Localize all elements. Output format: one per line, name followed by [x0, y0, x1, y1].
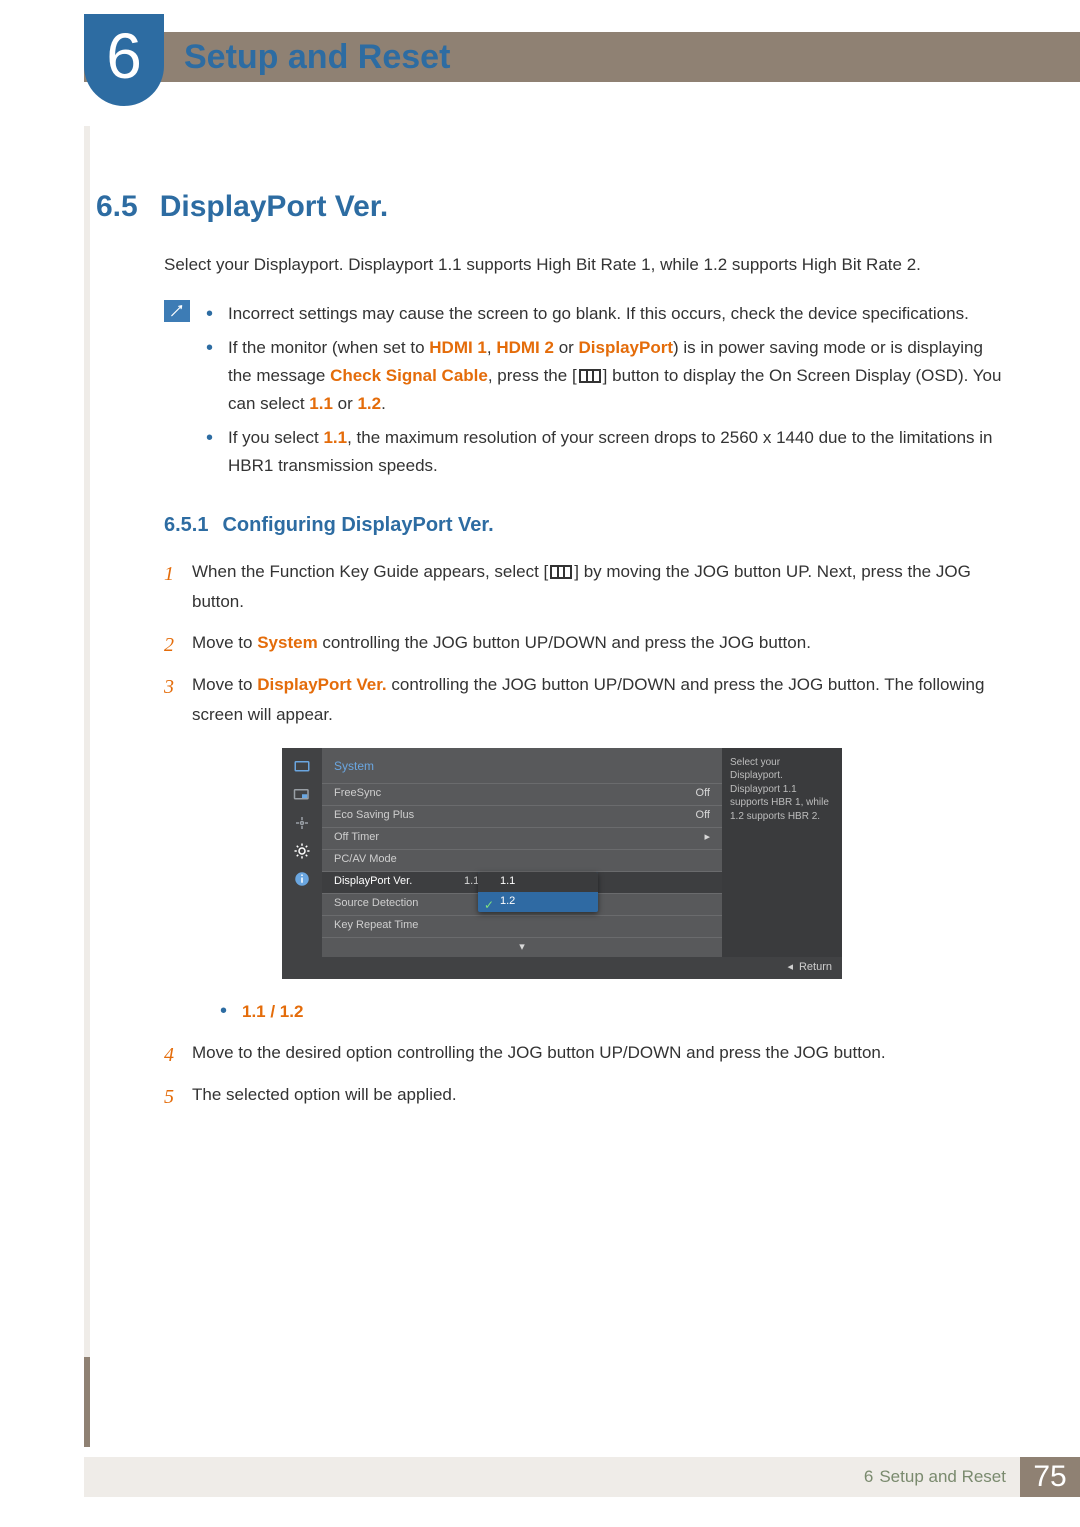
hl: DisplayPort Ver.	[257, 675, 386, 694]
footer-bar: 6 Setup and Reset	[84, 1457, 1020, 1497]
osd-return-label: Return	[799, 958, 832, 977]
hl: System	[257, 633, 317, 652]
pip-icon	[291, 786, 313, 804]
step-text: Move to	[192, 633, 257, 652]
note-text: or	[554, 338, 579, 357]
version-options: 1.1 / 1.2	[220, 997, 1010, 1027]
osd-menu-title: System	[322, 756, 722, 783]
steps-list: 1 When the Function Key Guide appears, s…	[164, 557, 1010, 1110]
step-item: 3 Move to DisplayPort Ver. controlling t…	[164, 670, 1010, 1026]
version-option: 1.1 / 1.2	[220, 997, 1010, 1027]
step-number: 3	[164, 670, 174, 705]
chapter-title: Setup and Reset	[184, 38, 450, 77]
subsection-heading: 6.5.1 Configuring DisplayPort Ver.	[164, 514, 1010, 537]
osd-sidebar	[282, 748, 322, 957]
note-item: If you select 1.1, the maximum resolutio…	[206, 424, 1010, 480]
chevron-down-icon: ▾	[322, 937, 722, 953]
note-text: ,	[487, 338, 496, 357]
info-icon	[291, 870, 313, 888]
hl: 1.1	[309, 394, 333, 413]
picture-icon	[291, 758, 313, 776]
note-text: or	[333, 394, 358, 413]
onscreen-icon	[291, 814, 313, 832]
hl: 1.2	[357, 394, 381, 413]
note-item: If the monitor (when set to HDMI 1, HDMI…	[206, 334, 1010, 418]
step-number: 5	[164, 1080, 174, 1115]
chapter-number: 6	[106, 19, 142, 93]
step-text: When the Function Key Guide appears, sel…	[192, 562, 548, 581]
osd-row: FreeSync Off	[322, 783, 722, 805]
step-text: controlling the JOG button UP/DOWN and p…	[318, 633, 811, 652]
osd-menu: System FreeSync Off Eco Saving Plus Off	[322, 748, 722, 957]
note-block: Incorrect settings may cause the screen …	[164, 300, 1010, 486]
osd-row: Key Repeat Time	[322, 915, 722, 937]
check-icon: ✓	[484, 895, 494, 912]
footer-chapter-title: Setup and Reset	[879, 1467, 1006, 1487]
note-text: If you select	[228, 428, 323, 447]
osd-footer: ◂ Return	[282, 957, 842, 979]
note-text: Incorrect settings may cause the screen …	[228, 304, 969, 323]
system-gear-icon	[291, 842, 313, 860]
hl: DisplayPort	[579, 338, 673, 357]
footer-chapter-num: 6	[864, 1467, 873, 1487]
osd-row-label: FreeSync	[334, 784, 464, 803]
chapter-badge: 6	[84, 14, 164, 106]
hl: Check Signal Cable	[330, 366, 488, 385]
page-footer: 6 Setup and Reset 75	[84, 1457, 1080, 1497]
page-number: 75	[1020, 1457, 1080, 1497]
step-number: 1	[164, 557, 174, 592]
hl: HDMI 2	[496, 338, 554, 357]
osd-row-value: Off	[696, 806, 710, 825]
osd-row: PC/AV Mode	[322, 849, 722, 871]
note-item: Incorrect settings may cause the screen …	[206, 300, 1010, 328]
step-item: 1 When the Function Key Guide appears, s…	[164, 557, 1010, 617]
subsection-title: Configuring DisplayPort Ver.	[222, 514, 493, 537]
chevron-right-icon: ▸	[704, 828, 710, 847]
section-intro: Select your Displayport. Displayport 1.1…	[164, 252, 1010, 278]
osd-row-label: Key Repeat Time	[334, 916, 464, 935]
hl: 1.1	[323, 428, 347, 447]
osd-option-selected: ✓ 1.2	[478, 892, 598, 912]
step-item: 2 Move to System controlling the JOG but…	[164, 628, 1010, 658]
step-item: 5 The selected option will be applied.	[164, 1080, 1010, 1110]
step-number: 4	[164, 1038, 174, 1073]
section-title: DisplayPort Ver.	[160, 190, 388, 224]
osd-row: Off Timer ▸	[322, 827, 722, 849]
step-text: The selected option will be applied.	[192, 1085, 457, 1104]
menu-icon	[550, 565, 572, 579]
osd-window: System FreeSync Off Eco Saving Plus Off	[282, 748, 842, 979]
section-heading: 6.5 DisplayPort Ver.	[96, 190, 1010, 224]
note-icon	[164, 300, 190, 322]
osd-row-value: Off	[696, 784, 710, 803]
osd-dropdown: 1.1 ✓ 1.2	[478, 872, 598, 912]
osd-option: 1.1	[478, 872, 598, 892]
step-text: Move to	[192, 675, 257, 694]
step-number: 2	[164, 628, 174, 663]
osd-row-label: DisplayPort Ver.	[334, 872, 464, 891]
left-decor-bar	[84, 126, 90, 1447]
subsection-number: 6.5.1	[164, 514, 208, 537]
osd-option-label: 1.2	[500, 892, 515, 911]
osd-help-panel: Select your Displayport. Displayport 1.1…	[722, 748, 842, 957]
osd-row-label: Source Detection	[334, 894, 464, 913]
note-text: .	[381, 394, 386, 413]
hl: 1.1 / 1.2	[242, 1002, 303, 1021]
osd-row: Eco Saving Plus Off	[322, 805, 722, 827]
section-number: 6.5	[96, 190, 138, 224]
note-text: , press the [	[488, 366, 577, 385]
chevron-left-icon: ◂	[787, 958, 793, 977]
menu-icon	[579, 369, 601, 383]
osd-row-label: PC/AV Mode	[334, 850, 464, 869]
note-text: If the monitor (when set to	[228, 338, 429, 357]
step-text: Move to the desired option controlling t…	[192, 1043, 886, 1062]
osd-option-label: 1.1	[500, 872, 515, 891]
osd-row-label: Eco Saving Plus	[334, 806, 464, 825]
osd-row-label: Off Timer	[334, 828, 464, 847]
hl: HDMI 1	[429, 338, 487, 357]
note-list: Incorrect settings may cause the screen …	[206, 300, 1010, 486]
step-item: 4 Move to the desired option controlling…	[164, 1038, 1010, 1068]
osd-screenshot: System FreeSync Off Eco Saving Plus Off	[282, 748, 1010, 979]
page-content: 6.5 DisplayPort Ver. Select your Display…	[96, 190, 1010, 1122]
